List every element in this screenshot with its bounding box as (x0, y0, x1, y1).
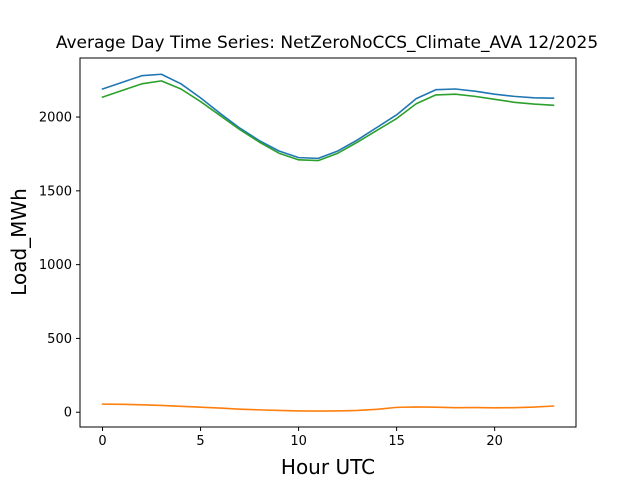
x-tick-label: 15 (388, 434, 405, 449)
series-layer (101, 73, 555, 412)
x-axis-label: Hour UTC (281, 455, 375, 479)
series-line-2 (101, 403, 555, 412)
x-axis-ticks: 0 5 10 15 20 (98, 427, 503, 449)
plot-area (80, 58, 576, 427)
chart-title: Average Day Time Series: NetZeroNoCCS_Cl… (56, 33, 598, 53)
plot-frame (79, 57, 577, 428)
y-tick-label: 500 (47, 332, 72, 347)
x-tick-label: 10 (290, 434, 307, 449)
y-tick-label: 1000 (39, 258, 72, 273)
x-tick-label: 20 (486, 434, 503, 449)
y-axis-label: Load_MWh (7, 188, 31, 296)
x-tick-label: 5 (196, 434, 204, 449)
x-tick-label: 0 (98, 434, 106, 449)
y-tick-label: 1500 (39, 184, 72, 199)
series-line-3 (101, 80, 555, 162)
y-tick-label: 2000 (39, 111, 72, 126)
y-axis-ticks: 0 500 1000 1500 2000 (39, 111, 80, 421)
y-tick-label: 0 (64, 406, 72, 421)
series-line-1 (101, 73, 555, 160)
